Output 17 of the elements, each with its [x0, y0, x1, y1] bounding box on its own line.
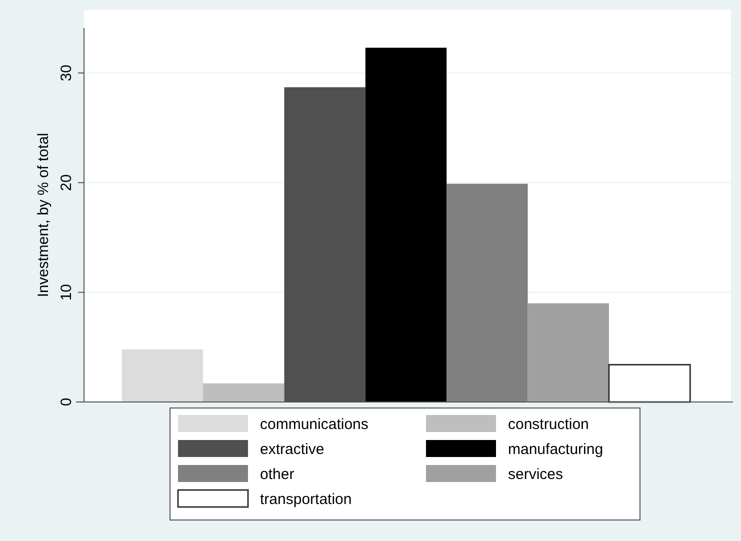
legend-label: construction	[508, 416, 589, 433]
legend-label: extractive	[260, 441, 324, 458]
y-tick-label: 0	[58, 398, 75, 406]
y-tick-label: 10	[58, 284, 75, 301]
legend-label: communications	[260, 416, 368, 433]
y-axis-title: Investment, by % of total	[35, 132, 52, 298]
y-tick-label: 30	[58, 64, 75, 82]
legend-label: manufacturing	[508, 441, 604, 458]
legend-label: services	[508, 466, 564, 483]
y-tick-label: 20	[58, 174, 75, 191]
bar	[122, 349, 204, 402]
bar	[365, 48, 447, 402]
bar	[528, 303, 609, 402]
bar	[446, 184, 528, 402]
legend-label: other	[260, 466, 294, 483]
legend-label: transportation	[260, 491, 352, 508]
bar	[203, 383, 284, 402]
